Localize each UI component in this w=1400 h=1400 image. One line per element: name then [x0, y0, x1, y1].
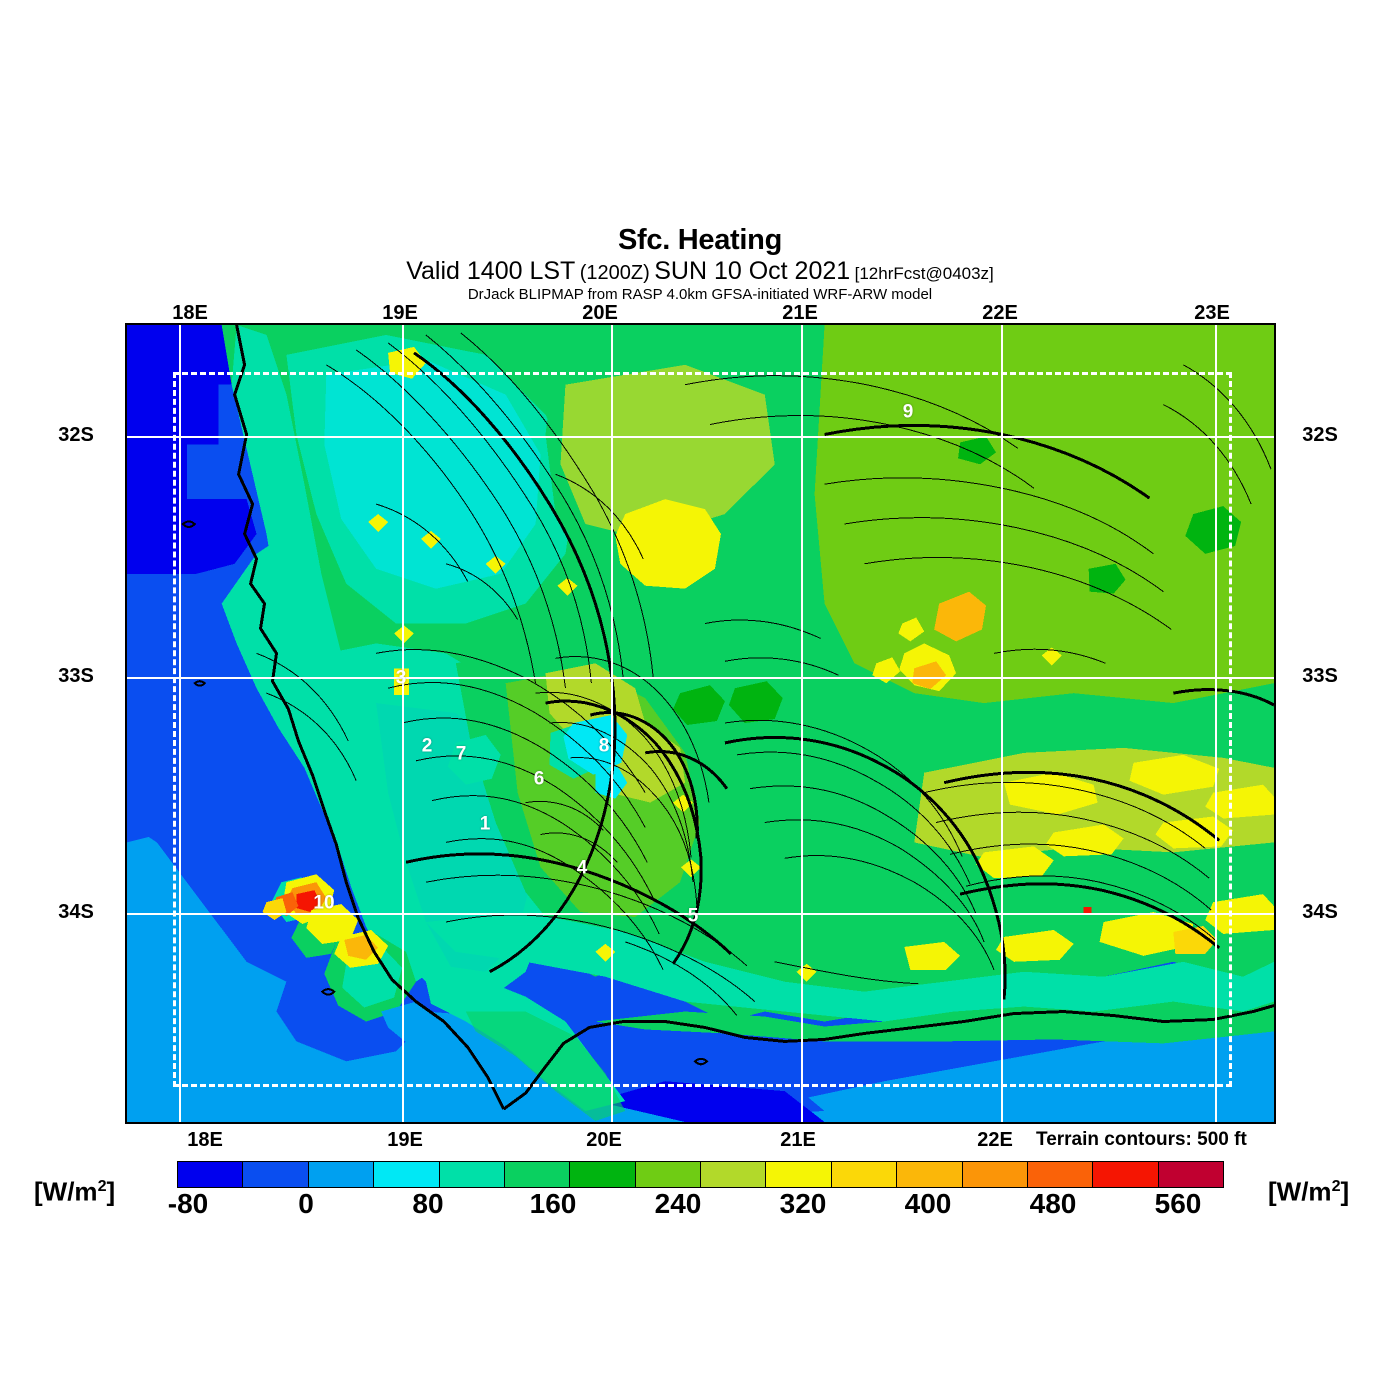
waypoint-marker[interactable]: 5 — [687, 905, 699, 927]
gridline-lat-32S — [127, 436, 1274, 438]
colorbar-tick: 320 — [779, 1188, 827, 1219]
heating-field-raster — [127, 325, 1274, 1122]
colorbar-segment — [962, 1162, 1028, 1187]
axis-label-lat-left: 33S — [58, 665, 94, 687]
gridline-lon-19E — [402, 325, 404, 1122]
axis-label-lon-bottom: 19E — [387, 1129, 423, 1151]
valid-time-main: Valid 1400 LST — [406, 257, 576, 285]
axis-label-lon-top: 18E — [172, 302, 208, 324]
gridline-lon-22E — [1001, 325, 1003, 1122]
axis-label-lon-top: 19E — [382, 302, 418, 324]
axis-label-lat-right: 32S — [1302, 424, 1338, 446]
axis-label-lat-right: 34S — [1302, 901, 1338, 923]
colorbar-unit-right: [W/m2] — [1268, 1176, 1350, 1207]
waypoint-marker[interactable]: 9 — [902, 401, 914, 423]
waypoint-marker[interactable]: 3 — [395, 667, 407, 689]
colorbar-segment — [439, 1162, 505, 1187]
gridline-lat-34S — [127, 913, 1274, 915]
waypoint-marker[interactable]: 4 — [576, 857, 588, 879]
colorbar-segment — [243, 1162, 309, 1187]
gridline-lon-21E — [801, 325, 803, 1122]
axis-label-lon-top: 21E — [782, 302, 818, 324]
axis-label-lon-bottom: 20E — [586, 1129, 622, 1151]
colorbar-segment — [1093, 1162, 1159, 1187]
waypoint-marker[interactable]: 6 — [533, 768, 545, 790]
page-title: Sfc. Heating — [618, 224, 782, 256]
waypoint-marker[interactable]: 2 — [421, 735, 433, 757]
colorbar-unit-left: [W/m2] — [34, 1176, 116, 1207]
model-domain-box — [173, 372, 1232, 1087]
axis-label-lat-left: 34S — [58, 901, 94, 923]
axis-label-lon-bottom: 18E — [187, 1129, 223, 1151]
colorbar-tick: 480 — [1029, 1188, 1077, 1219]
colorbar-tick: -80 — [167, 1188, 209, 1219]
colorbar-unit-text: W/m — [42, 1176, 98, 1207]
colorbar-unit-exponent: 2 — [1331, 1177, 1341, 1195]
gridline-lon-18E — [179, 325, 181, 1122]
axis-label-lat-right: 33S — [1302, 665, 1338, 687]
colorbar-tick: 400 — [904, 1188, 952, 1219]
axis-label-lon-top: 22E — [982, 302, 1018, 324]
colorbar-segment — [897, 1162, 963, 1187]
colorbar-segment — [374, 1162, 440, 1187]
colorbar-tick: 560 — [1154, 1188, 1202, 1219]
valid-time-zulu: (1200Z) — [579, 262, 650, 284]
axis-label-lon-top: 23E — [1194, 302, 1230, 324]
gridline-lon-20E — [611, 325, 613, 1122]
axis-label-lon-bottom: 21E — [780, 1129, 816, 1151]
colorbar-segment — [1027, 1162, 1094, 1187]
colorbar-tick: 80 — [412, 1188, 444, 1219]
valid-time-line: Valid 1400 LST (1200Z) SUN 10 Oct 2021 [… — [0, 259, 1400, 284]
colorbar-unit-exponent: 2 — [97, 1177, 107, 1195]
colorbar-segment — [1158, 1162, 1223, 1187]
colorbar-segment — [635, 1162, 701, 1187]
waypoint-marker[interactable]: 1 — [479, 813, 491, 835]
axis-label-lon-top: 20E — [582, 302, 618, 324]
colorbar-segment — [831, 1162, 898, 1187]
colorbar-segment — [570, 1162, 636, 1187]
terrain-contour-note: Terrain contours: 500 ft — [1036, 1129, 1247, 1150]
colorbar-tick: 240 — [654, 1188, 702, 1219]
axis-label-lon-bottom: 22E — [977, 1129, 1013, 1151]
waypoint-marker[interactable]: 10 — [313, 892, 335, 914]
colorbar-segment — [504, 1162, 571, 1187]
valid-date: SUN 10 Oct 2021 — [654, 257, 851, 285]
colorbar-tick: 0 — [298, 1188, 314, 1219]
colorbar-segment — [308, 1162, 375, 1187]
colorbar-segment — [766, 1162, 832, 1187]
title-block: Sfc. Heating Valid 1400 LST (1200Z) SUN … — [0, 224, 1400, 303]
gridline-lon-23E — [1215, 325, 1217, 1122]
colorbar-segment — [178, 1162, 244, 1187]
waypoint-marker[interactable]: 7 — [455, 743, 467, 765]
map-plot-area[interactable]: 1 2 3 4 5 6 7 8 9 10 — [125, 323, 1276, 1124]
axis-label-lat-left: 32S — [58, 424, 94, 446]
forecast-tag: [12hrFcst@0403z] — [854, 264, 994, 283]
model-description: DrJack BLIPMAP from RASP 4.0km GFSA-init… — [467, 286, 933, 303]
colorbar-segment — [701, 1162, 767, 1187]
waypoint-marker[interactable]: 8 — [598, 735, 610, 757]
gridline-lat-33S — [127, 677, 1274, 679]
colorbar-unit-text: W/m — [1276, 1176, 1332, 1207]
colorbar[interactable] — [177, 1161, 1224, 1188]
colorbar-tick: 160 — [529, 1188, 577, 1219]
